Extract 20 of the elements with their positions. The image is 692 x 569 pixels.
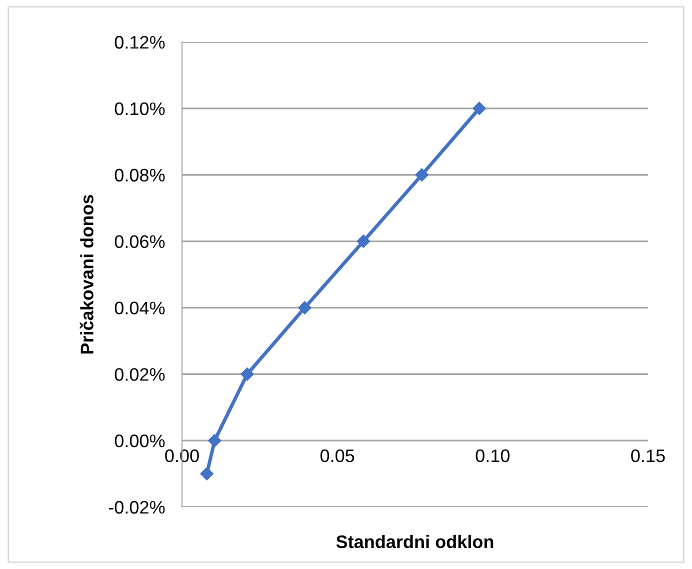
point [200,467,214,480]
point [472,102,486,116]
point [298,301,312,314]
y-tick-label: -0.02% [108,500,165,514]
y-tick-label: 0.06% [114,235,165,248]
y-tick-label: 0.00% [114,434,165,448]
y-tick-label: 0.04% [114,302,165,314]
point [415,168,428,182]
point [208,434,222,448]
x-tick-label: 0.10 [476,449,510,462]
y-axis-title: Pričakovani donos [80,194,94,354]
x-tick-label: 0.15 [631,449,665,462]
y-tick-label: 0.12% [114,36,165,49]
x-axis-title: Standardni odklon [336,534,494,548]
y-tick-label: 0.02% [114,368,165,381]
point [240,368,254,381]
x-tick-label: 0.05 [320,449,354,462]
y-tick-label: 0.10% [114,102,165,116]
point [356,234,370,248]
y-tick-label: 0.08% [114,168,165,182]
